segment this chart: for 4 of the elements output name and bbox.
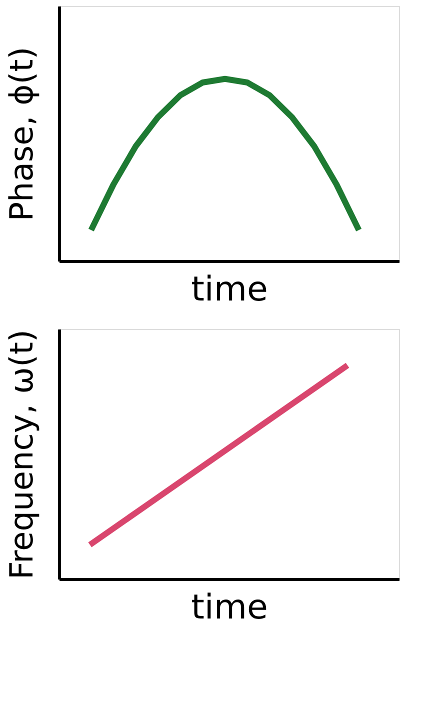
x-axis-title: time (191, 588, 268, 628)
y-axis-title: Frequency, ω(t) (2, 330, 40, 580)
x-axis-title: time (191, 270, 268, 310)
y-axis-title: Phase, ϕ(t) (2, 46, 40, 222)
